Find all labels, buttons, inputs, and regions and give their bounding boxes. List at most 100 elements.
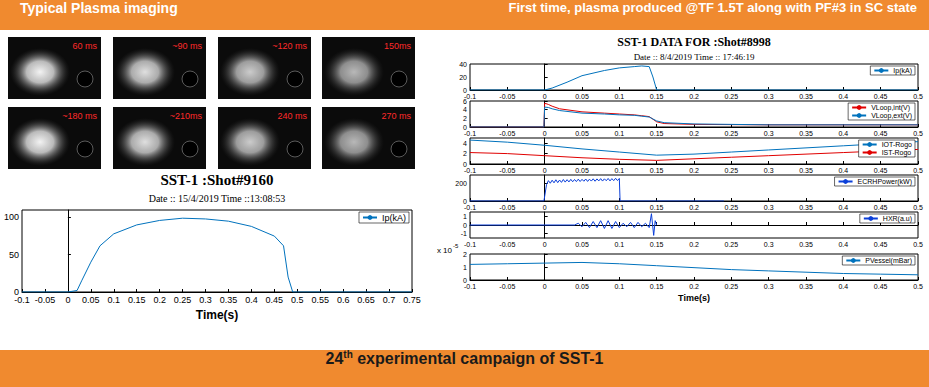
svg-text:0.2: 0.2 [689, 283, 699, 290]
svg-text:VLoop,ext(V): VLoop,ext(V) [871, 112, 912, 120]
svg-text:0.45: 0.45 [874, 204, 888, 211]
svg-text:0.3: 0.3 [764, 241, 774, 248]
svg-text:-0.05: -0.05 [499, 167, 515, 174]
svg-text:0.45: 0.45 [874, 283, 888, 290]
svg-text:0: 0 [543, 283, 547, 290]
svg-text:20: 20 [459, 74, 467, 81]
svg-text:0.5: 0.5 [291, 295, 304, 305]
svg-text:SST-1 DATA FOR :Shot#8998: SST-1 DATA FOR :Shot#8998 [617, 35, 770, 49]
svg-text:0.45: 0.45 [874, 241, 888, 248]
svg-text:-0.1: -0.1 [464, 283, 476, 290]
svg-text:-0.05: -0.05 [499, 241, 515, 248]
svg-text:0.2: 0.2 [689, 204, 699, 211]
svg-text:0.4: 0.4 [838, 241, 848, 248]
svg-text:0.1: 0.1 [614, 167, 624, 174]
svg-text:x 10: x 10 [437, 246, 453, 255]
svg-text:IOT-Rogo: IOT-Rogo [882, 141, 912, 149]
svg-text:0.05: 0.05 [82, 295, 100, 305]
svg-text:0.35: 0.35 [799, 283, 813, 290]
svg-text:0.7: 0.7 [383, 295, 396, 305]
svg-text:0.4: 0.4 [838, 204, 848, 211]
svg-text:-5: -5 [453, 243, 459, 249]
svg-text:4: 4 [463, 140, 467, 147]
svg-text:0.2: 0.2 [689, 241, 699, 248]
svg-text:0.05: 0.05 [575, 167, 589, 174]
svg-text:0: 0 [543, 93, 547, 100]
svg-text:0.5: 0.5 [913, 283, 923, 290]
svg-text:2: 2 [463, 115, 467, 122]
svg-text:ECRHPower(kW): ECRHPower(kW) [858, 178, 912, 186]
svg-text:0.55: 0.55 [311, 295, 329, 305]
svg-text:Ip(kA): Ip(kA) [893, 67, 912, 75]
svg-text:0.5: 0.5 [913, 241, 923, 248]
svg-text:0.75: 0.75 [403, 295, 421, 305]
svg-text:0.15: 0.15 [128, 295, 146, 305]
svg-text:Ip(kA): Ip(kA) [382, 213, 406, 223]
svg-text:-0.05: -0.05 [499, 93, 515, 100]
svg-text:0.35: 0.35 [799, 204, 813, 211]
svg-text:IST-Rogo: IST-Rogo [882, 149, 912, 157]
svg-text:0.15: 0.15 [650, 204, 664, 211]
svg-text:0.25: 0.25 [174, 295, 192, 305]
svg-text:2: 2 [463, 150, 467, 157]
svg-text:60 ms: 60 ms [72, 41, 97, 51]
svg-text:40: 40 [459, 61, 467, 68]
svg-text:-0.1: -0.1 [464, 167, 476, 174]
svg-text:0.35: 0.35 [799, 130, 813, 137]
svg-text:0: 0 [463, 222, 467, 229]
svg-text:0: 0 [543, 130, 547, 137]
svg-text:0.3: 0.3 [764, 167, 774, 174]
svg-text:0.05: 0.05 [575, 241, 589, 248]
svg-text:0.15: 0.15 [650, 167, 664, 174]
svg-text:200: 200 [455, 180, 467, 187]
svg-text:0.3: 0.3 [764, 130, 774, 137]
svg-text:0.1: 0.1 [614, 283, 624, 290]
svg-text:0.15: 0.15 [650, 241, 664, 248]
svg-text:Date :: 8/4/2019 Time :: 17:46: Date :: 8/4/2019 Time :: 17:46:19 [634, 52, 755, 62]
svg-text:0.25: 0.25 [725, 241, 739, 248]
svg-text:0: 0 [543, 204, 547, 211]
svg-text:~90 ms: ~90 ms [172, 41, 202, 51]
svg-text:0.25: 0.25 [725, 283, 739, 290]
svg-text:~210ms: ~210ms [170, 111, 203, 121]
svg-text:Date :: 15/4/2019 Time ::13:08: Date :: 15/4/2019 Time ::13:08:53 [149, 193, 286, 204]
svg-text:0.3: 0.3 [764, 93, 774, 100]
svg-text:Time(s): Time(s) [678, 293, 710, 303]
svg-text:0.2: 0.2 [689, 130, 699, 137]
svg-text:0.45: 0.45 [874, 130, 888, 137]
svg-text:0.3: 0.3 [764, 204, 774, 211]
svg-text:-0.05: -0.05 [499, 283, 515, 290]
svg-text:0.4: 0.4 [838, 93, 848, 100]
svg-text:0.4: 0.4 [838, 130, 848, 137]
svg-text:0.65: 0.65 [357, 295, 375, 305]
svg-text:Time(s): Time(s) [196, 308, 238, 322]
svg-text:1: 1 [463, 264, 467, 271]
svg-text:0.45: 0.45 [266, 295, 284, 305]
svg-text:-0.1: -0.1 [464, 241, 476, 248]
svg-text:0: 0 [543, 241, 547, 248]
svg-text:0.35: 0.35 [799, 167, 813, 174]
svg-text:0.5: 0.5 [913, 167, 923, 174]
svg-text:0.35: 0.35 [799, 241, 813, 248]
svg-text:270 ms: 270 ms [381, 111, 411, 121]
svg-text:0.15: 0.15 [650, 130, 664, 137]
svg-text:0.35: 0.35 [220, 295, 238, 305]
svg-text:0.3: 0.3 [199, 295, 212, 305]
svg-text:PVessel(mBar): PVessel(mBar) [865, 257, 912, 265]
svg-text:0.15: 0.15 [650, 93, 664, 100]
svg-text:0.5: 0.5 [913, 204, 923, 211]
svg-text:VLoop,int(V): VLoop,int(V) [871, 104, 910, 112]
svg-text:-0.05: -0.05 [499, 204, 515, 211]
svg-text:1: 1 [463, 213, 467, 220]
svg-text:SST-1 :Shot#9160: SST-1 :Shot#9160 [160, 172, 273, 188]
svg-text:0.45: 0.45 [874, 167, 888, 174]
svg-text:-1: -1 [461, 230, 467, 237]
svg-text:50: 50 [9, 250, 19, 260]
svg-text:0.4: 0.4 [838, 283, 848, 290]
svg-text:0.05: 0.05 [575, 130, 589, 137]
svg-text:0.4: 0.4 [838, 167, 848, 174]
svg-text:-0.1: -0.1 [464, 130, 476, 137]
svg-text:0.15: 0.15 [650, 283, 664, 290]
svg-text:0.1: 0.1 [614, 241, 624, 248]
svg-text:0.25: 0.25 [725, 93, 739, 100]
